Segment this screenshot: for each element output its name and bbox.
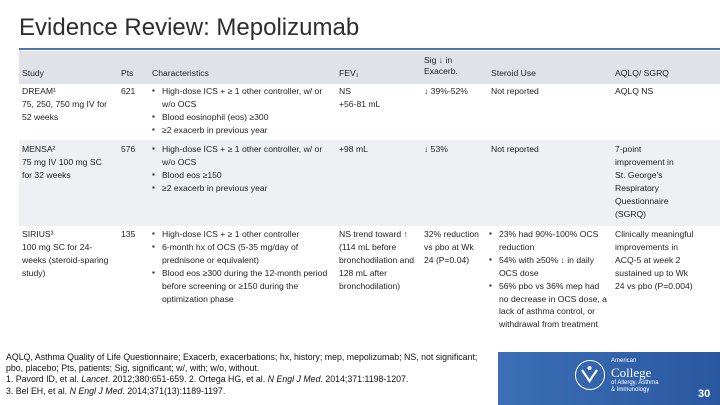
row2-pts: 576 — [121, 144, 136, 154]
title-divider — [19, 48, 720, 50]
row2-steroid: Not reported — [491, 144, 539, 154]
footnote-area — [3, 352, 495, 405]
ref3-authors: 3. Bel EH, et al. — [6, 385, 70, 396]
logo-line3: of Allergy, Asthma — [611, 379, 659, 386]
row3-fev1: NS trend toward ↑ (114 mL before broncho… — [339, 229, 415, 291]
row1-study: DREAM¹ 75, 250, 750 mg IV for 52 weeks — [22, 86, 108, 122]
row2-characteristics: High-dose ICS + ≥ 1 other controller, w/… — [152, 143, 332, 195]
reference-line-2: 3. Bel EH, et al. N Engl J Med. 2014;371… — [6, 386, 496, 397]
row2-fev1: +98 mL — [339, 144, 368, 154]
ref1-authors: 1. Pavord ID, et al. — [6, 374, 82, 385]
row3-aqlq: Clinically meaningful improvements in AC… — [615, 229, 694, 291]
table-row-band — [19, 140, 720, 226]
logo-line1: American — [611, 358, 637, 364]
row3-study: SIRIUS³ 100 mg SC for 24-weeks (steroid-… — [22, 229, 109, 278]
row1-char-item: Blood eosinophil (eos) ≥300 — [152, 111, 332, 124]
logo-emblem-icon — [575, 360, 605, 390]
ref1-journal: Lancet — [81, 374, 108, 385]
ref3-journal: N Engl J Med — [69, 385, 123, 396]
header-pts: Pts — [121, 68, 134, 78]
row1-pts: 621 — [121, 86, 136, 96]
row1-characteristics: High-dose ICS + ≥ 1 other controller, w/… — [152, 85, 332, 137]
row1-aqlq: AQLQ NS — [615, 86, 654, 96]
row3-char-item: High-dose ICS + ≥ 1 other controller — [152, 228, 332, 241]
footer-bar — [498, 352, 720, 405]
ref2-journal: N Engl J Med — [267, 374, 321, 385]
row1-steroid: Not reported — [491, 86, 539, 96]
acaai-logo: American College of Allergy, Asthma & Im… — [575, 354, 695, 402]
footnotes: AQLQ, Asthma Quality of Life Questionnai… — [6, 352, 496, 397]
row2-aqlq: 7-point improvement in St. George's Resp… — [615, 144, 674, 219]
row3-pts: 135 — [121, 229, 136, 239]
row3-characteristics: High-dose ICS + ≥ 1 other controller 6-m… — [152, 228, 332, 305]
row2-char-item: ≥2 exacerb in previous year — [152, 182, 332, 195]
row3-steroid: 23% had 90%-100% OCS reduction 54% with … — [489, 228, 611, 331]
emblem-mark-icon — [581, 366, 598, 383]
row1-char-item: ≥2 exacerb in previous year — [152, 124, 332, 137]
header-fev1: FEV₁ — [339, 68, 359, 78]
header-characteristics: Characteristics — [152, 68, 209, 78]
slide-title: Evidence Review: Mepolizumab — [19, 14, 360, 41]
abbreviations-note: AQLQ, Asthma Quality of Life Questionnai… — [6, 352, 478, 374]
logo-text: American College of Allergy, Asthma & Im… — [611, 358, 701, 395]
header-steroid: Steroid Use — [491, 68, 536, 78]
row3-steroid-item: 23% had 90%-100% OCS reduction — [489, 228, 611, 254]
row2-study: MENSA² 75 mg IV 100 mg SC for 32 weeks — [22, 144, 102, 180]
row2-char-item: Blood eos ≥150 — [152, 169, 332, 182]
row3-char-item: 6-month hx of OCS (5-35 mg/day of predni… — [152, 241, 332, 267]
logo-line2: College — [611, 364, 652, 380]
logo-line4: & Immunology — [611, 387, 650, 393]
row2-char-item: High-dose ICS + ≥ 1 other controller, w/… — [152, 143, 332, 169]
row3-steroid-item: 54% with ≥50% ↓ in daily OCS dose — [489, 254, 611, 280]
row3-sig: 32% reduction vs pbo at Wk 24 (P=0.04) — [424, 229, 479, 265]
row2-sig: ↓ 53% — [424, 144, 448, 154]
row1-fev1: NS +56-81 mL — [339, 86, 381, 109]
header-sig: Sig ↓ in Exacerb. — [424, 55, 458, 76]
row1-sig: ↓ 39%-52% — [424, 86, 468, 96]
row1-char-item: High-dose ICS + ≥ 1 other controller, w/… — [152, 85, 332, 111]
table-header-band — [19, 51, 720, 84]
ref1-details: . 2012;380:651-659. 2. Ortega HG, et al. — [107, 374, 268, 385]
ref3-details: . 2014;371(13):1189-1197. — [122, 385, 226, 396]
page-number: 30 — [698, 388, 711, 400]
reference-line-1: 1. Pavord ID, et al. Lancet. 2012;380:65… — [6, 374, 496, 385]
row3-char-item: Blood eos ≥300 during the 12-month perio… — [152, 267, 332, 306]
header-study: Study — [22, 68, 44, 78]
row3-steroid-item: 56% pbo vs 36% mep had no decrease in OC… — [489, 280, 611, 332]
ref2-details: . 2014;371:1198-1207. — [320, 374, 409, 385]
header-aqlq: AQLQ/ SGRQ — [615, 68, 669, 78]
